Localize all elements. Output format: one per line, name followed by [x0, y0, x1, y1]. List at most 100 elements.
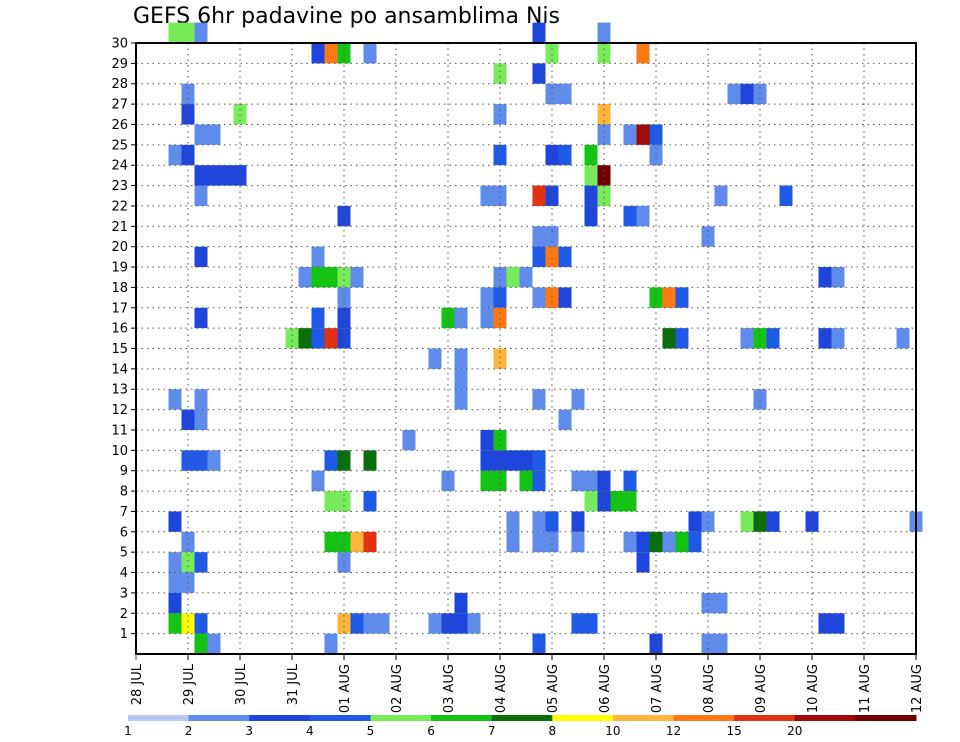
colorbar-swatch	[491, 715, 553, 721]
heatmap-cell	[311, 307, 325, 329]
heatmap-cell	[831, 613, 845, 634]
cells-layer	[168, 22, 923, 654]
y-tick-label: 19	[111, 261, 128, 276]
colorbar-label: 5	[367, 724, 375, 738]
heatmap-cell	[168, 389, 182, 410]
heatmap-cell	[298, 328, 312, 349]
y-tick-label: 30	[111, 37, 128, 52]
colorbar: 1 2 3 4 5 6 7 8 10 12 15 20	[124, 715, 917, 738]
colorbar-swatch	[552, 715, 614, 721]
colorbar-label: 1	[124, 724, 132, 738]
x-tick-label: 04 AUG	[494, 664, 509, 713]
heatmap-cell	[662, 531, 676, 553]
heatmap-cell	[558, 144, 572, 166]
heatmap-cell	[545, 43, 559, 64]
y-tick-label: 14	[111, 362, 128, 377]
heatmap-cell	[168, 511, 182, 532]
heatmap-cell	[493, 348, 507, 369]
x-tick-label: 07 AUG	[650, 664, 665, 713]
heatmap-cell	[363, 43, 377, 64]
y-tick-label: 22	[111, 199, 128, 214]
x-tick-label: 28 JUL	[130, 663, 145, 705]
heatmap-cell	[194, 165, 208, 186]
heatmap-cell	[285, 328, 299, 349]
heatmap-cell	[584, 470, 598, 492]
heatmap-cell	[532, 531, 546, 553]
y-axis: 1234567891011121314151617181920212223242…	[111, 37, 136, 642]
heatmap-cell	[584, 144, 598, 166]
colorbar-swatch	[249, 715, 311, 721]
y-tick-label: 12	[111, 403, 128, 418]
heatmap-cell	[324, 633, 338, 654]
heatmap-cell	[480, 287, 494, 308]
heatmap-cell	[532, 63, 546, 84]
heatmap-cell	[194, 450, 208, 471]
heatmap-cell	[194, 613, 208, 634]
heatmap-cell	[636, 552, 650, 573]
colorbar-label: 2	[185, 724, 193, 738]
heatmap-cell	[558, 83, 572, 105]
heatmap-cell	[779, 185, 793, 206]
heatmap-cell	[636, 124, 650, 145]
y-tick-label: 17	[111, 301, 128, 316]
heatmap-cell	[168, 572, 182, 593]
heatmap-cell	[896, 328, 910, 349]
colorbar-label: 8	[548, 724, 556, 738]
heatmap-cell	[493, 287, 507, 308]
heatmap-cell	[454, 368, 468, 390]
y-tick-label: 24	[111, 159, 128, 174]
heatmap-cell	[441, 307, 455, 329]
heatmap-cell	[311, 43, 325, 64]
y-tick-label: 10	[111, 444, 128, 459]
heatmap-cell	[480, 307, 494, 329]
heatmap-cell	[584, 613, 598, 634]
heatmap-cell	[831, 328, 845, 349]
y-tick-label: 3	[120, 586, 128, 601]
heatmap-cell	[168, 22, 182, 43]
heatmap-cell	[337, 287, 351, 308]
heatmap-cell	[532, 287, 546, 308]
heatmap-cell	[207, 165, 221, 186]
heatmap-cell	[571, 470, 585, 492]
heatmap-cell	[311, 267, 325, 288]
heatmap-cell	[649, 531, 663, 553]
x-tick-label: 08 AUG	[702, 664, 717, 713]
y-tick-label: 23	[111, 179, 128, 194]
heatmap-cell	[194, 22, 208, 43]
heatmap-cell	[688, 531, 702, 553]
y-tick-label: 20	[111, 240, 128, 255]
heatmap-cell	[324, 491, 338, 512]
heatmap-cell	[194, 124, 208, 145]
heatmap-cell	[181, 409, 195, 430]
x-tick-label: 31 JUL	[286, 663, 301, 705]
heatmap-cell	[753, 328, 767, 349]
heatmap-cell	[545, 144, 559, 166]
heatmap-cell	[454, 613, 468, 634]
heatmap-cell	[584, 205, 598, 227]
colorbar-swatch	[855, 715, 917, 721]
x-axis: 28 JUL 29 JUL 30 JUL 31 JUL 01 AUG 02 AUG 03 A…	[130, 654, 925, 713]
colorbar-label: 7	[488, 724, 496, 738]
heatmap-cell	[337, 531, 351, 553]
heatmap-cell	[194, 633, 208, 654]
heatmap-cell	[311, 328, 325, 349]
heatmap-cell	[623, 531, 637, 553]
y-tick-label: 11	[111, 423, 128, 438]
heatmap-cell	[623, 491, 637, 512]
y-tick-label: 4	[120, 566, 128, 581]
heatmap-cell	[506, 531, 520, 553]
heatmap-cell	[181, 144, 195, 166]
heatmap-cell	[350, 531, 364, 553]
heatmap-cell	[597, 470, 611, 492]
heatmap-cell	[207, 124, 221, 145]
heatmap-cell	[571, 613, 585, 634]
heatmap-cell	[493, 267, 507, 288]
heatmap-cell	[311, 246, 325, 268]
heatmap-cell	[181, 552, 195, 573]
heatmap-cell	[493, 470, 507, 492]
colorbar-label: 20	[787, 724, 802, 738]
heatmap-cell	[428, 348, 442, 369]
y-tick-label: 5	[120, 546, 128, 561]
heatmap-cell	[194, 307, 208, 329]
heatmap-cell	[493, 307, 507, 329]
